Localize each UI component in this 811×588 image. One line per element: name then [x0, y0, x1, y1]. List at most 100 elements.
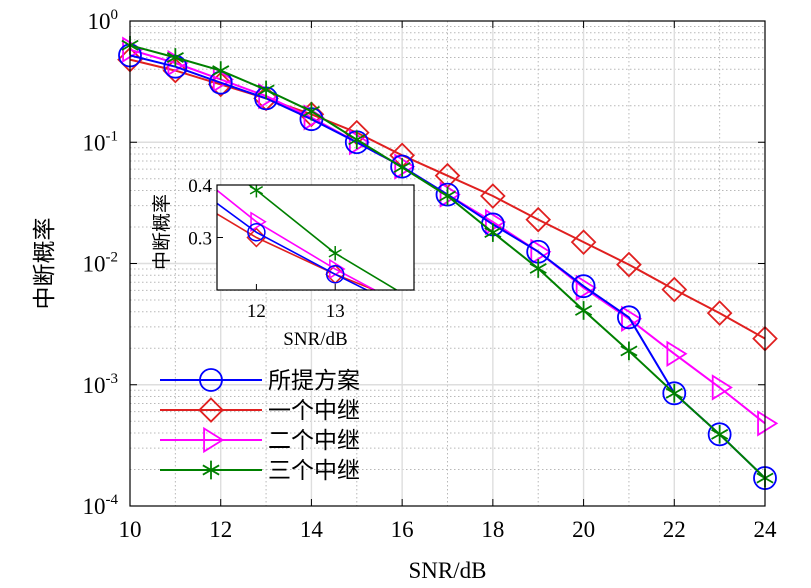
asterisk-stroke	[348, 134, 366, 146]
diamond-marker	[525, 206, 552, 233]
circle-marker	[247, 223, 266, 242]
inset-series-line	[217, 212, 377, 290]
diamond-marker	[570, 229, 597, 255]
asterisk-marker	[302, 101, 321, 121]
legend-entry: 一个中继	[160, 397, 360, 423]
legend-label: 一个中继	[268, 398, 360, 423]
triangle-marker	[203, 426, 225, 454]
x-tick-label: 10	[119, 517, 142, 542]
asterisk-stroke	[249, 185, 264, 195]
asterisk-stroke	[393, 161, 411, 173]
asterisk-stroke	[302, 105, 321, 117]
diamond-marker	[706, 300, 733, 326]
y-tick-label: 100	[88, 7, 119, 34]
legend-entry: 三个中继	[160, 458, 360, 483]
y-axis-title: 中断概率	[32, 218, 57, 310]
asterisk-stroke	[328, 248, 342, 258]
circle-marker	[662, 381, 687, 406]
asterisk-marker	[166, 48, 184, 67]
circle-marker	[571, 274, 596, 299]
inset-x-tick-label: 13	[326, 301, 345, 322]
asterisk-marker	[212, 61, 230, 80]
asterisk-stroke	[574, 304, 593, 316]
circle-marker	[707, 422, 732, 447]
asterisk-marker	[393, 158, 411, 177]
triangle-marker	[329, 258, 346, 280]
x-tick-label: 22	[663, 517, 686, 542]
asterisk-stroke	[212, 65, 230, 77]
inset-series-line	[217, 189, 377, 290]
asterisk-marker	[711, 424, 729, 444]
diamond-marker	[246, 227, 267, 248]
inset-series-line	[217, 202, 369, 290]
x-tick-label: 14	[300, 517, 324, 542]
y-tick-label: 10-3	[83, 371, 119, 398]
asterisk-stroke	[202, 464, 220, 476]
asterisk-stroke	[166, 52, 184, 63]
legend-entry: 所提方案	[160, 368, 360, 393]
diamond-marker	[198, 397, 224, 423]
asterisk-marker	[529, 259, 547, 278]
circle-marker	[390, 154, 415, 179]
legend-label: 所提方案	[268, 368, 360, 393]
x-tick-label: 18	[481, 517, 504, 542]
x-tick-label: 20	[572, 517, 595, 542]
x-tick-label: 16	[391, 517, 414, 542]
asterisk-stroke	[438, 190, 457, 202]
series-line	[129, 58, 766, 340]
triangle-marker	[250, 211, 267, 233]
asterisk-stroke	[257, 84, 275, 96]
asterisk-marker	[574, 301, 593, 320]
triangle-marker	[439, 181, 461, 208]
inset-series-line	[247, 185, 399, 290]
inset-y-tick-label: 0.3	[188, 229, 212, 250]
triangle-marker	[485, 208, 507, 236]
asterisk-marker	[348, 130, 366, 150]
legend-entry: 二个中继	[160, 426, 360, 454]
asterisk-marker	[328, 246, 342, 261]
triangle-marker	[394, 153, 416, 180]
triangle-marker	[575, 274, 597, 302]
triangle-marker	[530, 238, 552, 265]
inset-chart: 12 13 0.3 0.4 SNR/dB 中断概率	[151, 176, 415, 350]
asterisk-stroke	[529, 263, 547, 274]
y-tick-label: 10-1	[83, 128, 119, 155]
y-tick-label: 10-4	[83, 492, 119, 519]
inset-x-axis-title: SNR/dB	[283, 329, 347, 350]
triangle-marker	[711, 374, 733, 401]
circle-marker	[617, 305, 641, 330]
asterisk-marker	[484, 223, 502, 242]
x-tick-label: 24	[754, 517, 778, 542]
triangle-marker	[666, 340, 688, 367]
circle-marker	[325, 265, 345, 284]
inset-x-tick-label: 12	[247, 301, 266, 322]
asterisk-stroke	[484, 227, 502, 239]
diamond-marker	[616, 251, 642, 278]
diamond-marker	[661, 276, 688, 303]
grid-lines	[130, 21, 765, 506]
asterisk-marker	[202, 460, 220, 480]
inset-plot	[217, 185, 399, 290]
asterisk-marker	[665, 383, 683, 403]
legend-label: 三个中继	[268, 458, 360, 483]
series-asterisk	[121, 35, 774, 488]
asterisk-stroke	[665, 387, 683, 399]
triangle-marker	[621, 305, 643, 332]
asterisk-marker	[620, 341, 638, 361]
legend-label: 二个中继	[268, 428, 360, 453]
diamond-marker	[480, 183, 506, 209]
inset-y-axis-title: 中断概率	[151, 194, 173, 270]
x-tick-label: 12	[209, 517, 232, 542]
circle-marker	[435, 182, 460, 207]
inset-y-tick-label: 0.4	[188, 176, 212, 197]
triangle-marker	[348, 129, 371, 156]
y-tick-label: 10-2	[83, 250, 119, 277]
asterisk-stroke	[711, 428, 729, 440]
triangle-marker	[757, 410, 779, 437]
asterisk-stroke	[620, 345, 638, 357]
x-axis-title: SNR/dB	[409, 558, 487, 583]
circle-marker	[199, 368, 223, 392]
asterisk-marker	[257, 80, 275, 100]
asterisk-marker	[438, 186, 457, 206]
